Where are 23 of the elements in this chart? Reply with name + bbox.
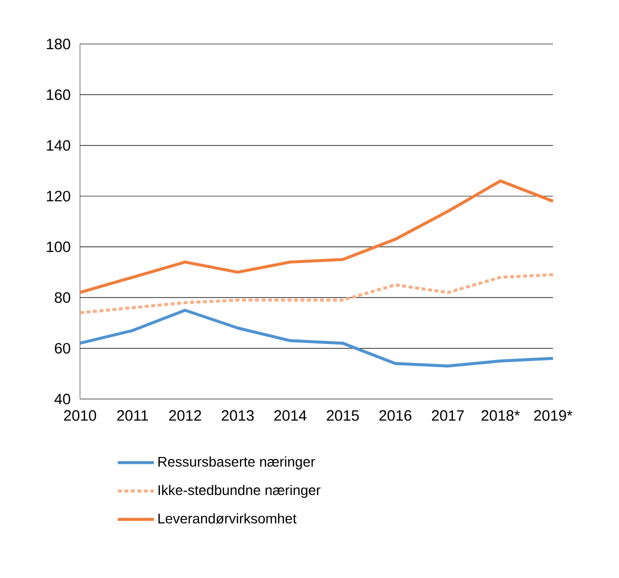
x-tick-label: 2011: [117, 410, 148, 421]
x-tick-label: 2010: [64, 410, 96, 421]
x-tick-label: 2013: [222, 410, 254, 421]
y-tick-label: 180: [46, 38, 70, 50]
line-series: [78, 179, 554, 294]
y-tick-label: 60: [54, 342, 70, 354]
x-tick-label: 2012: [169, 410, 202, 421]
y-tick-label: 120: [46, 190, 70, 202]
y-tick-label: 80: [54, 292, 70, 303]
legend-label: Ressursbaserte næringer: [158, 456, 316, 470]
x-tick-label: 2016: [379, 410, 412, 421]
x-tick-label: 2015: [326, 410, 359, 421]
x-tick-label: 2018*: [482, 410, 520, 421]
line-series: [78, 308, 554, 368]
y-tick-label: 140: [46, 140, 70, 151]
y-tick-label: 40: [54, 394, 70, 404]
x-tick-label: 2014: [274, 410, 306, 421]
x-tick-label: 2019*: [534, 410, 572, 421]
y-tick-label: 160: [46, 89, 70, 100]
y-tick-label: 100: [46, 242, 70, 252]
x-tick-label: 2017: [432, 410, 464, 421]
legend-label: Ikke-stedbundne næringer: [158, 484, 320, 498]
legend-label: Leverandørvirksomhet: [158, 513, 296, 524]
